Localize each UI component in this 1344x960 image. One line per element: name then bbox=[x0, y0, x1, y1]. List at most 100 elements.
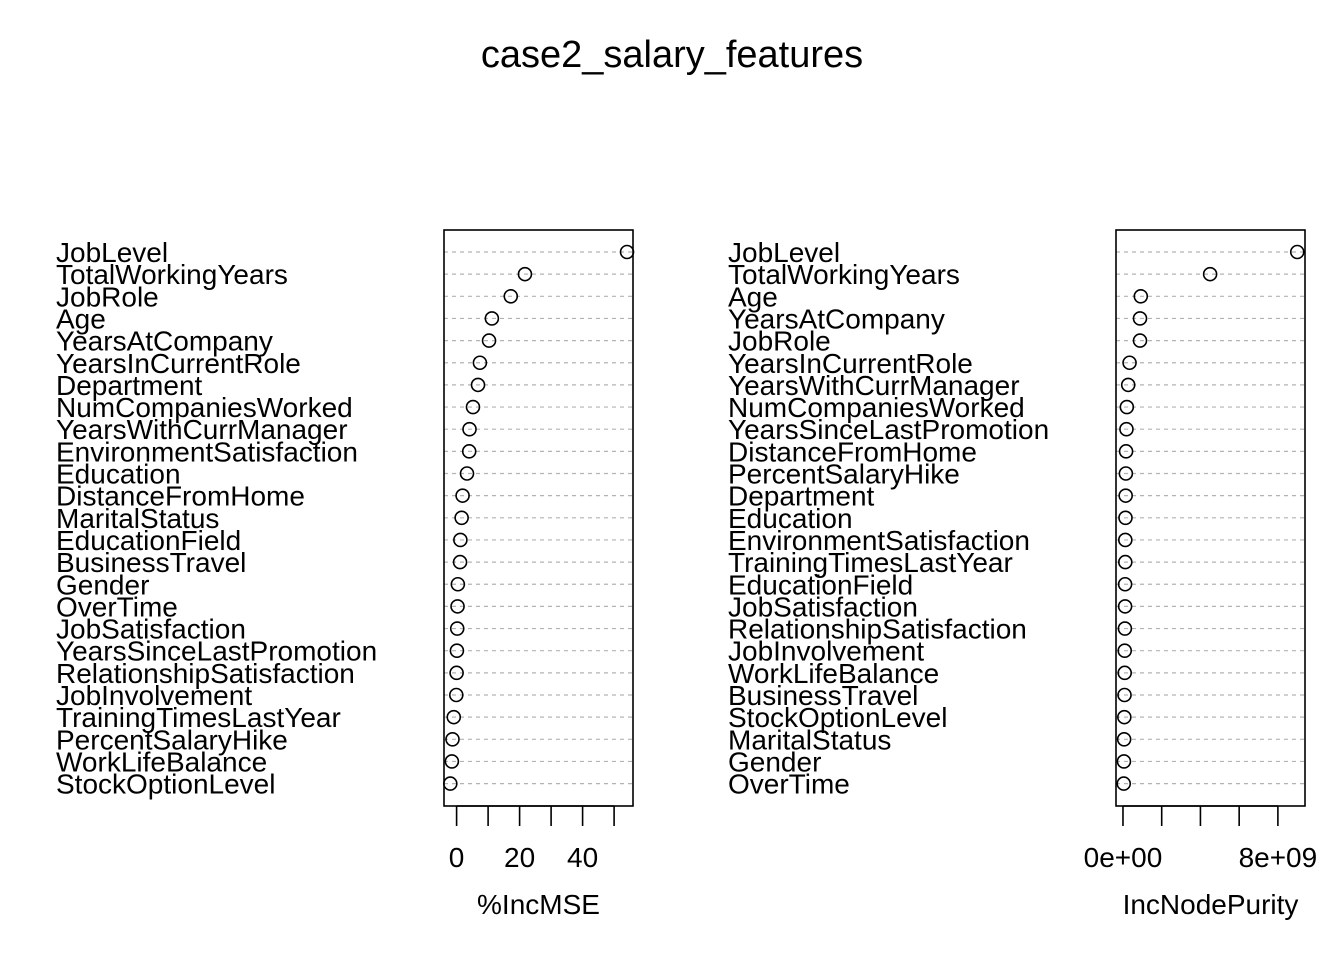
data-point bbox=[1132, 333, 1148, 348]
data-point bbox=[1118, 488, 1133, 503]
data-point bbox=[1117, 532, 1133, 548]
category-label: DistanceFromHome bbox=[728, 436, 977, 467]
data-point bbox=[452, 554, 468, 570]
category-label: YearsWithCurrManager bbox=[56, 414, 348, 445]
category-label: PercentSalaryHike bbox=[728, 459, 960, 490]
category-label: YearsInCurrentRole bbox=[56, 348, 301, 379]
data-point bbox=[459, 466, 475, 481]
category-label: TrainingTimesLastYear bbox=[728, 547, 1013, 578]
data-point bbox=[445, 731, 460, 747]
category-label: YearsSinceLastPromotion bbox=[728, 414, 1049, 445]
category-label: EducationField bbox=[56, 525, 241, 556]
x-tick-label: 0e+00 bbox=[1084, 842, 1163, 873]
category-label: WorkLifeBalance bbox=[728, 658, 939, 689]
x-tick-label: 8e+09 bbox=[1239, 842, 1318, 873]
data-point bbox=[449, 643, 465, 659]
data-point bbox=[1116, 776, 1132, 791]
x-tick-label: 40 bbox=[567, 842, 598, 873]
category-label: BusinessTravel bbox=[728, 680, 918, 711]
data-point bbox=[1132, 311, 1148, 326]
data-point bbox=[1117, 599, 1133, 614]
data-point bbox=[1119, 399, 1135, 415]
data-point bbox=[484, 311, 500, 326]
category-label: Age bbox=[728, 281, 778, 312]
data-point bbox=[1118, 510, 1133, 526]
data-point bbox=[1122, 355, 1137, 371]
category-label: TotalWorkingYears bbox=[56, 259, 288, 290]
category-label: Department bbox=[728, 481, 875, 512]
category-label: YearsWithCurrManager bbox=[728, 370, 1020, 401]
category-label: OverTime bbox=[728, 769, 850, 800]
category-label: JobInvolvement bbox=[56, 680, 252, 711]
data-point bbox=[465, 399, 481, 415]
category-label: BusinessTravel bbox=[56, 547, 246, 578]
data-point bbox=[1133, 288, 1149, 304]
data-point bbox=[1117, 554, 1133, 570]
category-label: TotalWorkingYears bbox=[728, 259, 960, 290]
data-point bbox=[462, 421, 477, 437]
category-label: NumCompaniesWorked bbox=[56, 392, 353, 423]
data-point bbox=[448, 687, 464, 703]
category-label: Gender bbox=[728, 746, 821, 777]
data-point bbox=[453, 532, 468, 548]
left-panel-incmse: JobLevelTotalWorkingYearsJobRoleAgeYears… bbox=[56, 229, 635, 920]
category-label: JobSatisfaction bbox=[728, 591, 918, 622]
data-point bbox=[454, 510, 469, 526]
x-axis-label-incnodepurity: IncNodePurity bbox=[1123, 889, 1299, 920]
category-label: NumCompaniesWorked bbox=[728, 392, 1025, 423]
data-point bbox=[1116, 754, 1132, 769]
data-point bbox=[1117, 643, 1133, 659]
category-label: MaritalStatus bbox=[728, 724, 891, 755]
data-point bbox=[1117, 576, 1133, 592]
data-point bbox=[1117, 665, 1133, 681]
category-label: JobInvolvement bbox=[728, 636, 924, 667]
category-label: JobRole bbox=[728, 326, 831, 357]
category-label: TrainingTimesLastYear bbox=[56, 702, 341, 733]
category-label: Education bbox=[728, 503, 853, 534]
x-tick-label: 0 bbox=[449, 842, 465, 873]
data-point bbox=[1117, 621, 1133, 636]
category-label: StockOptionLevel bbox=[728, 702, 947, 733]
category-label: JobLevel bbox=[728, 237, 840, 268]
data-point bbox=[1118, 466, 1134, 481]
chart-title: case2_salary_features bbox=[480, 34, 864, 76]
category-label: Gender bbox=[56, 569, 149, 600]
data-point bbox=[503, 288, 519, 304]
category-label: YearsInCurrentRole bbox=[728, 348, 973, 379]
data-point bbox=[472, 355, 488, 371]
category-label: EnvironmentSatisfaction bbox=[56, 436, 358, 467]
category-label: YearsAtCompany bbox=[56, 326, 273, 357]
category-label: JobLevel bbox=[56, 237, 168, 268]
data-point bbox=[1119, 421, 1134, 437]
category-label: EnvironmentSatisfaction bbox=[728, 525, 1030, 556]
category-label: JobSatisfaction bbox=[56, 614, 246, 645]
category-label: RelationshipSatisfaction bbox=[728, 614, 1027, 645]
category-label: OverTime bbox=[56, 591, 178, 622]
data-point bbox=[446, 709, 462, 725]
data-point bbox=[444, 754, 460, 769]
data-point bbox=[1117, 709, 1132, 725]
data-point bbox=[517, 266, 533, 282]
data-point bbox=[1116, 731, 1132, 747]
category-label: Department bbox=[56, 370, 203, 401]
data-point bbox=[481, 333, 497, 348]
category-label: WorkLifeBalance bbox=[56, 746, 267, 777]
category-label: MaritalStatus bbox=[56, 503, 219, 534]
category-label: PercentSalaryHike bbox=[56, 724, 288, 755]
data-point bbox=[1117, 687, 1132, 703]
category-label: DistanceFromHome bbox=[56, 481, 305, 512]
data-point bbox=[449, 621, 465, 636]
category-label: JobRole bbox=[56, 281, 159, 312]
category-label: YearsAtCompany bbox=[728, 303, 945, 334]
x-axis-label-incmse: %IncMSE bbox=[477, 889, 600, 920]
category-label: YearsSinceLastPromotion bbox=[56, 636, 377, 667]
data-point bbox=[450, 576, 466, 592]
category-label: EducationField bbox=[728, 569, 913, 600]
data-point bbox=[455, 488, 470, 503]
x-tick-label: 20 bbox=[504, 842, 535, 873]
data-point bbox=[450, 599, 465, 614]
category-label: StockOptionLevel bbox=[56, 769, 275, 800]
data-point bbox=[461, 444, 477, 459]
right-panel-incnodepurity: JobLevelTotalWorkingYearsAgeYearsAtCompa… bbox=[728, 229, 1318, 920]
